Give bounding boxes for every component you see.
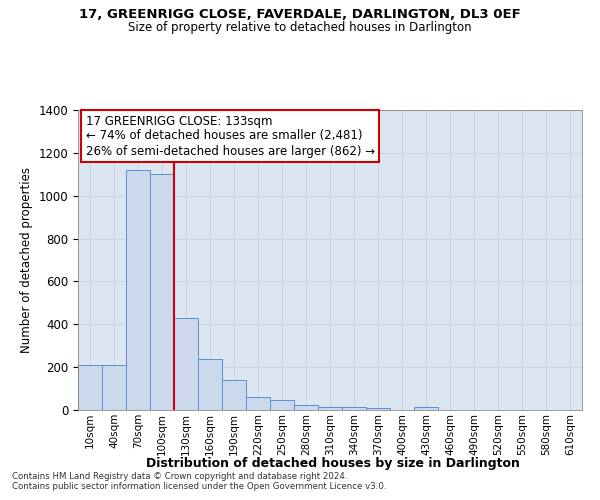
Bar <box>318 407 342 410</box>
Text: Distribution of detached houses by size in Darlington: Distribution of detached houses by size … <box>146 458 520 470</box>
Text: Size of property relative to detached houses in Darlington: Size of property relative to detached ho… <box>128 21 472 34</box>
Bar <box>126 170 150 410</box>
Text: 17 GREENRIGG CLOSE: 133sqm
← 74% of detached houses are smaller (2,481)
26% of s: 17 GREENRIGG CLOSE: 133sqm ← 74% of deta… <box>86 114 374 158</box>
Text: Contains HM Land Registry data © Crown copyright and database right 2024.: Contains HM Land Registry data © Crown c… <box>12 472 347 481</box>
Text: 17, GREENRIGG CLOSE, FAVERDALE, DARLINGTON, DL3 0EF: 17, GREENRIGG CLOSE, FAVERDALE, DARLINGT… <box>79 8 521 20</box>
Bar <box>270 400 294 410</box>
Bar <box>198 358 222 410</box>
Bar <box>294 404 318 410</box>
Bar <box>342 408 366 410</box>
Bar <box>222 380 246 410</box>
Text: Contains public sector information licensed under the Open Government Licence v3: Contains public sector information licen… <box>12 482 386 491</box>
Bar <box>414 407 438 410</box>
Bar <box>102 365 126 410</box>
Bar <box>366 408 390 410</box>
Bar <box>174 318 198 410</box>
Bar <box>78 365 102 410</box>
Bar <box>246 397 270 410</box>
Y-axis label: Number of detached properties: Number of detached properties <box>20 167 33 353</box>
Bar <box>150 174 174 410</box>
